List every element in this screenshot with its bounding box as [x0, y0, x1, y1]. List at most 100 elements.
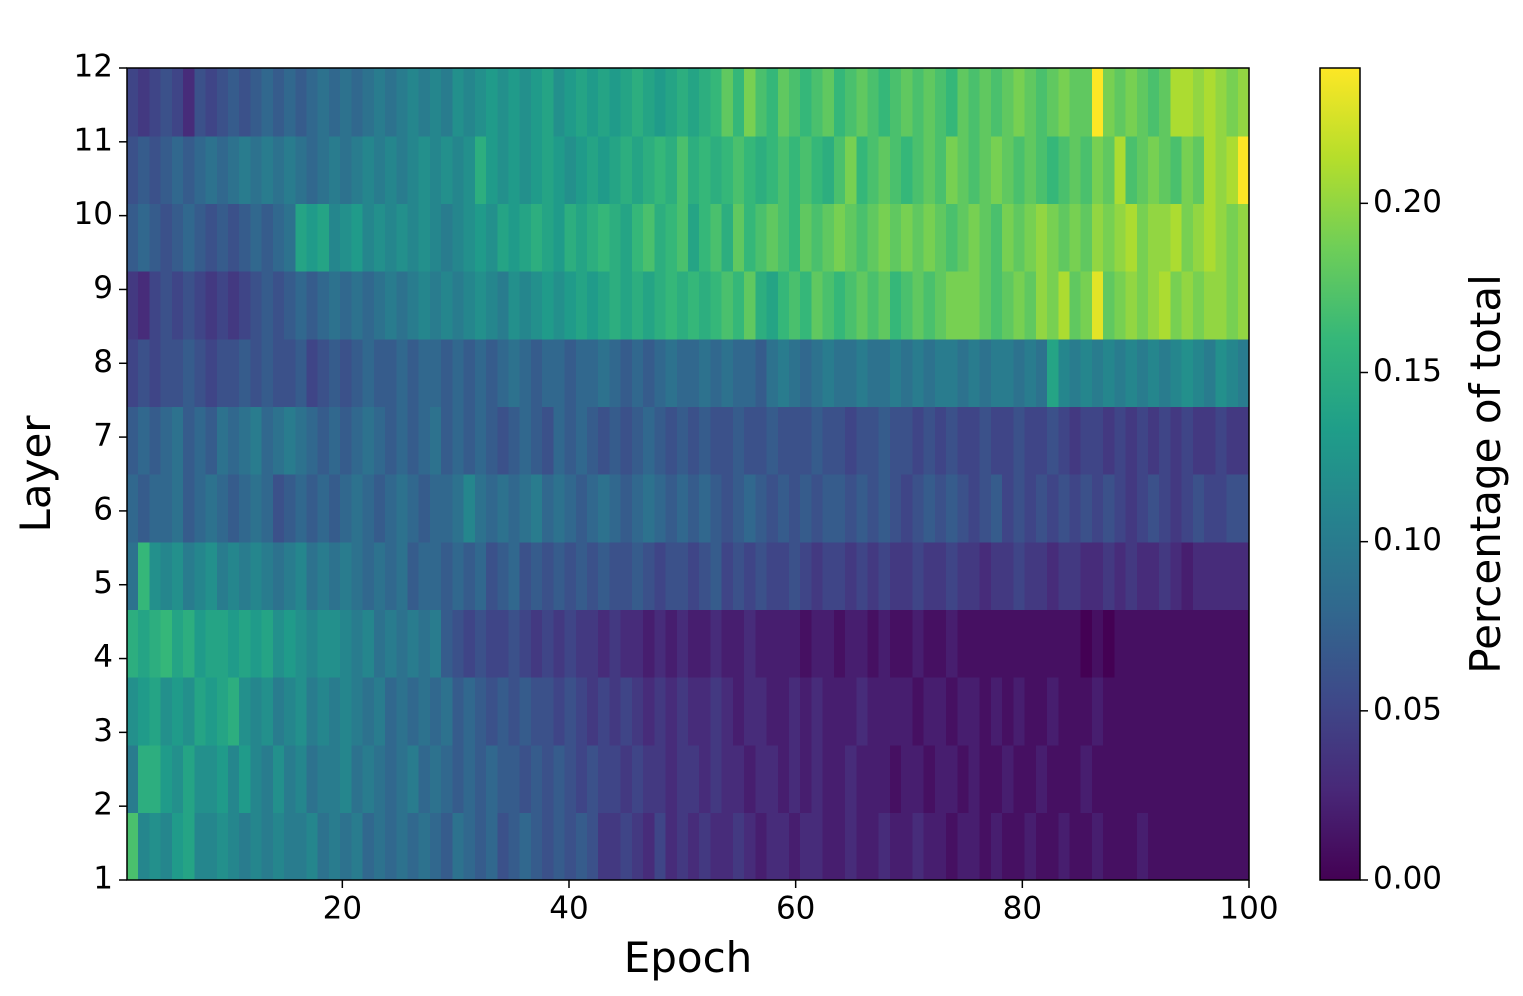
heatmap-cell: [643, 271, 655, 340]
heatmap-cell: [1013, 744, 1026, 813]
heatmap-cell: [474, 812, 487, 881]
heatmap-cell: [160, 474, 173, 543]
heatmap-cell: [429, 406, 442, 475]
heatmap-cell: [1159, 474, 1172, 543]
heatmap-cell: [463, 135, 476, 204]
heatmap-cell: [183, 271, 195, 340]
heatmap-cell: [194, 812, 207, 881]
heatmap-cell: [542, 406, 554, 475]
heatmap-cell: [788, 68, 801, 137]
heatmap-cell: [1002, 68, 1014, 137]
heatmap-cell: [497, 744, 510, 813]
heatmap-cell: [934, 203, 947, 272]
heatmap-cell: [1148, 744, 1160, 813]
heatmap-cell: [317, 203, 330, 272]
heatmap-cell: [912, 68, 925, 137]
heatmap-cell: [295, 271, 308, 340]
heatmap-cell: [575, 135, 588, 204]
heatmap-cell: [239, 135, 252, 204]
heatmap-cell: [1047, 812, 1059, 881]
heatmap-cell: [766, 677, 779, 746]
heatmap-cell: [1002, 812, 1014, 881]
heatmap-cell: [508, 271, 521, 340]
heatmap-cell: [811, 135, 824, 204]
heatmap-cell: [542, 812, 554, 881]
heatmap-cell: [284, 271, 296, 340]
heatmap-cell: [889, 406, 902, 475]
heatmap-cell: [889, 474, 902, 543]
heatmap-cell: [1170, 474, 1183, 543]
heatmap-cell: [631, 135, 644, 204]
heatmap-cell: [1237, 271, 1250, 340]
heatmap-cell: [508, 609, 521, 678]
heatmap-cell: [205, 677, 218, 746]
heatmap-cell: [867, 135, 880, 204]
heatmap-cell: [1080, 609, 1093, 678]
heatmap-cell: [216, 271, 229, 340]
heatmap-cell: [351, 135, 364, 204]
heatmap-cell: [845, 68, 857, 137]
heatmap-cell: [721, 609, 734, 678]
heatmap-cell: [194, 338, 207, 407]
heatmap-cell: [699, 271, 712, 340]
heatmap-cell: [362, 203, 375, 272]
heatmap-cell: [766, 271, 779, 340]
heatmap-cell: [1047, 541, 1059, 610]
heatmap-cell: [1047, 68, 1059, 137]
heatmap-cell: [643, 68, 655, 137]
heatmap-cell: [777, 271, 790, 340]
heatmap-cell: [407, 609, 420, 678]
heatmap-cell: [710, 812, 723, 881]
heatmap-cell: [138, 541, 151, 610]
heatmap-cell: [1204, 677, 1216, 746]
heatmap-cell: [373, 677, 386, 746]
heatmap-cell: [1013, 677, 1026, 746]
heatmap-cell: [1002, 271, 1014, 340]
heatmap-cell: [766, 541, 779, 610]
heatmap-cell: [194, 474, 207, 543]
heatmap-cell: [788, 338, 801, 407]
heatmap-cell: [676, 271, 689, 340]
heatmap-cell: [373, 135, 386, 204]
heatmap-cell: [1181, 812, 1194, 881]
heatmap-cell: [373, 474, 386, 543]
heatmap-cell: [373, 541, 386, 610]
heatmap-cell: [1204, 474, 1216, 543]
heatmap-cell: [1159, 541, 1172, 610]
heatmap-cell: [340, 541, 352, 610]
heatmap-cell: [306, 406, 319, 475]
heatmap-cell: [1125, 203, 1138, 272]
heatmap-cell: [833, 474, 846, 543]
heatmap-cell: [1091, 271, 1104, 340]
heatmap-cell: [1035, 744, 1048, 813]
heatmap-cell: [699, 135, 712, 204]
heatmap-cell: [1148, 68, 1160, 137]
heatmap-cell: [418, 609, 431, 678]
heatmap-cell: [284, 609, 296, 678]
heatmap-cell: [654, 271, 667, 340]
heatmap-cell: [699, 338, 712, 407]
heatmap-cell: [564, 406, 577, 475]
heatmap-cell: [362, 338, 375, 407]
heatmap-cell: [889, 677, 902, 746]
heatmap-cell: [833, 541, 846, 610]
heatmap-cell: [328, 474, 341, 543]
heatmap-cell: [272, 271, 285, 340]
heatmap-cell: [912, 203, 925, 272]
heatmap-cell: [968, 609, 981, 678]
heatmap-cell: [1226, 677, 1239, 746]
heatmap-cell: [979, 135, 992, 204]
heatmap-cell: [766, 203, 779, 272]
heatmap-cell: [1181, 609, 1194, 678]
heatmap-cell: [1091, 744, 1104, 813]
heatmap-cell: [1204, 541, 1216, 610]
heatmap-cell: [239, 474, 252, 543]
y-tick-label: 9: [93, 270, 113, 306]
heatmap-cell: [272, 677, 285, 746]
heatmap-cell: [284, 744, 296, 813]
heatmap-cell: [418, 68, 431, 137]
heatmap-cell: [160, 609, 173, 678]
heatmap-cell: [160, 135, 173, 204]
heatmap-cell: [317, 541, 330, 610]
heatmap-cell: [474, 68, 487, 137]
